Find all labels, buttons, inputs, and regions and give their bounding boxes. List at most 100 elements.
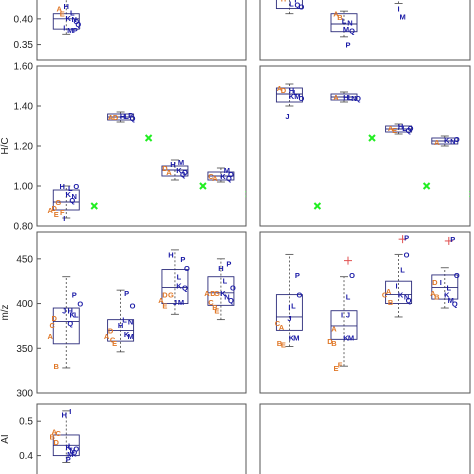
point-label: A [104,332,110,341]
point-label: N [404,292,409,301]
point-label: G [214,289,220,298]
group-4: A K NO [431,135,470,198]
point-label: D [432,278,438,287]
point-label: K [220,172,226,181]
point-label: L [342,16,347,25]
point-label: K [444,291,450,300]
point-label: Q [67,319,73,328]
point-label: M [67,450,73,459]
point-label: J [287,314,291,323]
point-label: A [279,323,285,332]
point-label: A [57,5,63,14]
point-label: M [294,92,300,101]
point-label: L [400,266,405,275]
panel-frame [36,403,247,474]
reference-x-marker-b [422,182,431,190]
point-label: H [60,182,65,191]
point-label: H [398,122,403,131]
point-label: O [230,283,236,292]
box-iqr [275,87,303,103]
group-1: HAE LK NOQ I M P [52,0,81,35]
point-label: N [72,192,77,201]
point-label: B [50,433,56,442]
point-label: G [55,198,61,207]
point-label: N [347,18,352,27]
panel-frame [36,0,247,61]
point-label: B [277,339,283,348]
point-label: J [346,310,350,319]
point-label: A [388,124,394,133]
point-label: K [444,136,450,145]
point-label: B [54,362,60,371]
point-label: L [70,9,75,18]
point-label: C [56,429,62,438]
group-2: A D HL PQ [107,111,153,142]
point-label: L [74,310,79,319]
point-label: L [177,273,182,282]
point-label: Q [355,94,361,103]
point-label: A [48,206,54,215]
reference-x-marker-b [368,134,376,142]
point-label: L [122,316,127,325]
point-label: P [450,235,455,244]
reference-x-marker-b [245,195,246,198]
point-label: E [281,341,286,350]
point-label: A [108,113,114,122]
point-label: K [124,330,130,339]
panel-content: HIACBDLKOMQNPADKLNOCAKLO [50,407,80,464]
point-label: D [162,164,168,173]
point-label: A [333,10,339,19]
point-label: H [64,2,69,11]
point-label: H [118,321,123,330]
point-label: P [226,259,231,268]
panel-frame [259,231,471,394]
point-label: M [343,25,349,34]
point-label: M [224,166,230,175]
y-tick-label: 0.40 [14,14,34,25]
point-label: H [120,112,125,121]
point-label: Q [226,174,232,183]
point-label: Q [71,448,77,457]
point-label: I [341,310,343,319]
point-label: D [113,113,119,122]
point-label: E [54,210,59,219]
point-label: E [60,10,65,19]
point-label: A [277,84,283,93]
point-label: A [204,289,210,298]
point-label: O [454,271,460,280]
point-label: Q [349,27,355,36]
point-label: Q [182,283,188,292]
point-label: N [351,94,356,103]
point-label: A [212,174,218,183]
point-label: O [404,250,410,259]
y-tick-label: 1.00 [14,182,34,193]
group-3: MI [394,0,406,21]
y-tick-label: 350 [16,344,33,355]
point-label: E [214,307,219,316]
point-label: K [66,443,72,452]
point-label: P [345,41,350,50]
y-tick-label: 450 [16,254,33,265]
point-label: A [434,138,440,147]
point-label: A [52,428,58,437]
y-tick-label: 0.5 [19,417,33,428]
point-label: O [298,3,304,12]
point-label: N [128,317,133,326]
point-label: L [291,301,296,310]
point-label: C [275,319,281,328]
group-1: AD HLK MOJ [275,83,322,210]
point-label: O [73,17,79,26]
point-label: J [62,307,66,316]
point-label: K [343,334,349,343]
point-label: H [281,0,286,3]
panel-2: HLQOIABLNMQPMI [259,0,471,61]
point-label: M [67,26,73,35]
y-tick-label: 0.35 [14,40,34,51]
point-label: L [346,292,351,301]
